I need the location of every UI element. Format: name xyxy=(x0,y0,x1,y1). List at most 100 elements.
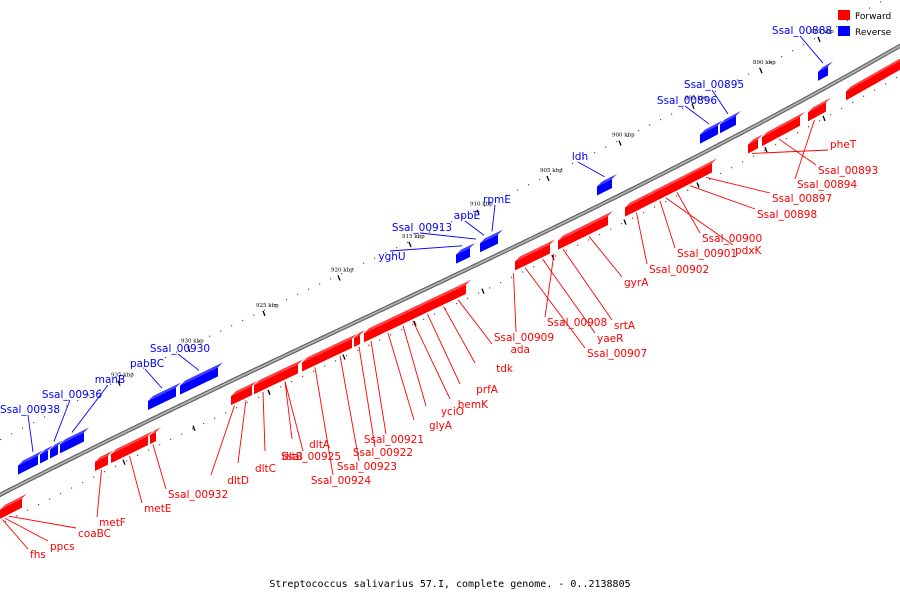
forward-gene-label-31[interactable]: metE xyxy=(129,455,172,515)
forward-gene-label-26[interactable]: dltA xyxy=(284,381,331,451)
reverse-gene-block[interactable] xyxy=(18,455,33,475)
forward-gene-label-4[interactable]: Ssal_00898 xyxy=(689,185,817,221)
kbp-label: 935 kbp xyxy=(111,373,134,379)
reverse-gene-label-8[interactable]: Ssal_00930 xyxy=(150,343,210,371)
forward-gene-label-6[interactable]: pdxK xyxy=(665,197,763,257)
reverse-gene-block[interactable] xyxy=(40,445,53,464)
forward-gene-label-5[interactable]: Ssal_00900 xyxy=(676,192,762,245)
forward-gene-label-21[interactable]: Ssal_00921 xyxy=(364,340,424,446)
forward-gene-label-14[interactable]: Ssal_00909 xyxy=(494,273,554,344)
forward-gene-block[interactable] xyxy=(748,134,763,154)
reverse-gene-label-3[interactable]: ldh xyxy=(572,151,605,178)
kbp-label: 920 kbp xyxy=(331,267,354,273)
forward-gene-label-32[interactable]: metF xyxy=(96,469,126,529)
forward-gene-block[interactable] xyxy=(0,493,27,519)
reverse-gene-label-1[interactable]: Ssal_00895 xyxy=(684,79,744,115)
forward-gene-block[interactable] xyxy=(231,381,257,406)
reverse-gene-label-2[interactable]: Ssal_00896 xyxy=(657,95,717,125)
forward-gene-block[interactable] xyxy=(568,211,613,245)
forward-gene-block[interactable] xyxy=(535,239,555,261)
forward-gene-label-19[interactable]: yciO xyxy=(402,325,464,418)
reverse-gene-label-7[interactable]: yghU xyxy=(378,245,463,263)
forward-gene-label-34[interactable]: ppcs xyxy=(4,517,75,553)
forward-gene-label-12[interactable]: yaeR xyxy=(542,258,624,345)
forward-gene-label-11[interactable]: Ssal_00908 xyxy=(544,253,607,329)
forward-gene-block[interactable] xyxy=(437,287,455,308)
reverse-gene-block[interactable] xyxy=(180,362,223,395)
forward-gene-block[interactable] xyxy=(95,450,113,472)
forward-gene-label-7[interactable]: Ssal_00901 xyxy=(659,200,737,260)
forward-gene-block[interactable] xyxy=(700,158,717,179)
kbp-tick xyxy=(408,241,412,248)
forward-gene-label-27[interactable]: dltB xyxy=(262,391,303,463)
reverse-gene-label-4[interactable]: rpmE xyxy=(483,194,511,232)
forward-gene-block[interactable] xyxy=(398,307,413,327)
forward-gene-block[interactable] xyxy=(680,164,705,189)
forward-gene-block[interactable] xyxy=(254,371,277,395)
reverse-gene-block[interactable] xyxy=(50,440,63,459)
forward-gene-label-18[interactable]: hemK xyxy=(412,320,489,411)
forward-gene-block[interactable] xyxy=(364,321,383,343)
ruler-dot xyxy=(269,391,271,393)
reverse-gene-block[interactable] xyxy=(148,382,181,411)
forward-gene-block[interactable] xyxy=(558,230,573,250)
forward-gene-label-10[interactable]: srtA xyxy=(562,248,636,332)
legend-item-forward[interactable]: Forward xyxy=(838,10,891,22)
forward-gene-block[interactable] xyxy=(354,330,365,347)
forward-gene-label-8[interactable]: Ssal_00902 xyxy=(636,212,710,276)
forward-gene-block[interactable] xyxy=(625,191,653,217)
forward-gene-block[interactable] xyxy=(762,111,805,147)
forward-gene-label-12-text: yaeR xyxy=(597,333,623,345)
forward-gene-block[interactable] xyxy=(846,56,900,101)
forward-gene-block[interactable] xyxy=(408,302,423,322)
forward-gene-label-30[interactable]: Ssal_00932 xyxy=(152,444,228,501)
reverse-gene-label-0[interactable]: Ssal_00888 xyxy=(772,25,832,64)
forward-gene-block[interactable] xyxy=(672,174,685,193)
forward-gene-block[interactable] xyxy=(328,333,357,360)
forward-gene-label-13[interactable]: Ssal_00907 xyxy=(524,267,647,360)
reverse-gene-block[interactable] xyxy=(700,120,723,144)
forward-gene-label-17[interactable]: prfA xyxy=(427,313,499,396)
forward-gene-label-29[interactable]: dltD xyxy=(210,405,249,487)
forward-gene-label-28[interactable]: dltC xyxy=(237,399,276,475)
forward-gene-block[interactable] xyxy=(302,345,333,372)
forward-gene-label-1[interactable]: Ssal_00893 xyxy=(778,138,878,177)
reverse-gene-label-5[interactable]: apbE xyxy=(454,210,485,236)
forward-gene-block[interactable] xyxy=(272,359,303,386)
reverse-gene-label-6[interactable]: Ssal_00913 xyxy=(392,222,477,240)
forward-gene-label-33[interactable]: coaBC xyxy=(8,515,111,540)
forward-gene-label-9[interactable]: gyrA xyxy=(588,236,649,289)
forward-gene-label-16[interactable]: tdk xyxy=(443,306,514,375)
reverse-gene-block[interactable] xyxy=(28,450,43,470)
forward-gene-block[interactable] xyxy=(418,293,442,317)
reverse-gene-label-12[interactable]: Ssal_00938 xyxy=(0,404,60,453)
forward-gene-block[interactable] xyxy=(150,427,161,445)
forward-gene-label-20[interactable]: glyA xyxy=(387,332,453,432)
forward-gene-block[interactable] xyxy=(111,431,153,464)
reverse-gene-block[interactable] xyxy=(480,235,491,253)
reverse-gene-block[interactable] xyxy=(818,61,833,81)
forward-gene-label-0[interactable]: pheT xyxy=(751,139,857,154)
reverse-gene-label-10[interactable]: manB xyxy=(71,374,125,433)
reverse-gene-block[interactable] xyxy=(60,427,89,454)
forward-gene-label-25[interactable]: Ssal_00925 xyxy=(281,381,341,463)
reverse-gene-block[interactable] xyxy=(486,229,503,250)
reverse-gene-label-11[interactable]: Ssal_00936 xyxy=(42,389,102,442)
reverse-gene-block[interactable] xyxy=(597,174,617,196)
forward-gene-label-3[interactable]: Ssal_00897 xyxy=(705,177,832,205)
legend-item-reverse[interactable]: Reverse xyxy=(838,26,892,38)
reverse-gene-block[interactable] xyxy=(456,242,475,264)
forward-gene-block[interactable] xyxy=(515,246,540,271)
forward-gene-label-2[interactable]: Ssal_00894 xyxy=(794,119,857,191)
forward-gene-label-22[interactable]: Ssal_00922 xyxy=(353,346,413,459)
forward-gene-label-23[interactable]: Ssal_00923 xyxy=(337,355,397,473)
reverse-gene-block[interactable] xyxy=(720,110,741,134)
forward-gene-block[interactable] xyxy=(378,312,403,336)
reverse-gene-label-9[interactable]: pabBC xyxy=(130,358,164,389)
forward-gene-block[interactable] xyxy=(450,279,471,302)
forward-gene-label-24[interactable]: Ssal_00924 xyxy=(311,367,371,487)
forward-gene-label-15[interactable]: ada xyxy=(457,299,530,356)
forward-gene-block[interactable] xyxy=(808,97,831,122)
forward-gene-label-35[interactable]: fhs xyxy=(2,519,46,561)
forward-gene-block[interactable] xyxy=(648,178,677,206)
